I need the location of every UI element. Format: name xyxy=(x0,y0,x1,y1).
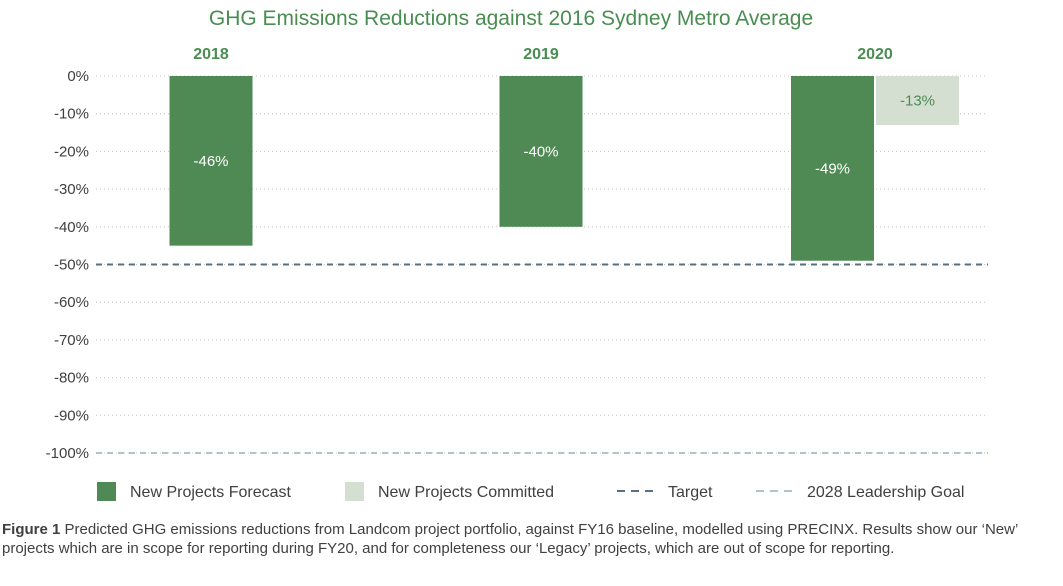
legend-label-leadership-goal: 2028 Leadership Goal xyxy=(807,484,964,501)
figure-caption-text: Predicted GHG emissions reductions from … xyxy=(2,521,1018,557)
y-tick-label: -90% xyxy=(54,407,89,424)
data-label-committed: -13% xyxy=(900,93,935,110)
y-tick-label: -70% xyxy=(54,332,89,349)
bars xyxy=(169,76,959,261)
legend-label-committed: New Projects Committed xyxy=(378,484,554,501)
year-label: 2019 xyxy=(523,46,559,63)
legend: New Projects Forecast New Projects Commit… xyxy=(97,482,964,501)
legend-label-forecast: New Projects Forecast xyxy=(130,484,291,501)
y-tick-label: -80% xyxy=(54,370,89,387)
y-tick-label: -50% xyxy=(54,257,89,274)
year-label: 2018 xyxy=(193,46,229,63)
reference-lines xyxy=(96,263,988,454)
bar-new-projects-forecast xyxy=(499,76,583,227)
y-tick-label: -100% xyxy=(46,445,89,462)
y-tick-label: -40% xyxy=(54,219,89,236)
figure-caption: Figure 1 Predicted GHG emissions reducti… xyxy=(2,520,1060,558)
data-label-forecast: -40% xyxy=(523,143,558,160)
y-tick-label: 0% xyxy=(67,68,89,85)
bar-new-projects-forecast xyxy=(791,76,874,261)
figure-caption-label: Figure 1 xyxy=(2,521,61,538)
legend-swatch-committed xyxy=(345,482,364,501)
ghg-reductions-chart: GHG Emissions Reductions against 2016 Sy… xyxy=(46,7,988,501)
legend-swatch-forecast xyxy=(97,482,116,501)
bar-new-projects-forecast xyxy=(169,76,253,246)
y-axis-ticks: 0% -10% -20% -30% -40% -50% -60% -70% -80% -90% -1… xyxy=(46,68,89,462)
y-tick-label: -60% xyxy=(54,294,89,311)
category-labels: 2018 2019 2020 xyxy=(193,46,893,63)
y-tick-label: -20% xyxy=(54,143,89,160)
data-label-forecast: -46% xyxy=(193,153,228,170)
y-tick-label: -30% xyxy=(54,181,89,198)
data-label-forecast: -49% xyxy=(815,160,850,177)
legend-label-target: Target xyxy=(668,484,713,501)
data-labels: -46% -40% -49% -13% xyxy=(193,93,935,178)
year-label: 2020 xyxy=(857,46,893,63)
y-tick-label: -10% xyxy=(54,106,89,123)
chart-title: GHG Emissions Reductions against 2016 Sy… xyxy=(209,7,813,30)
bar-new-projects-committed xyxy=(876,76,959,126)
